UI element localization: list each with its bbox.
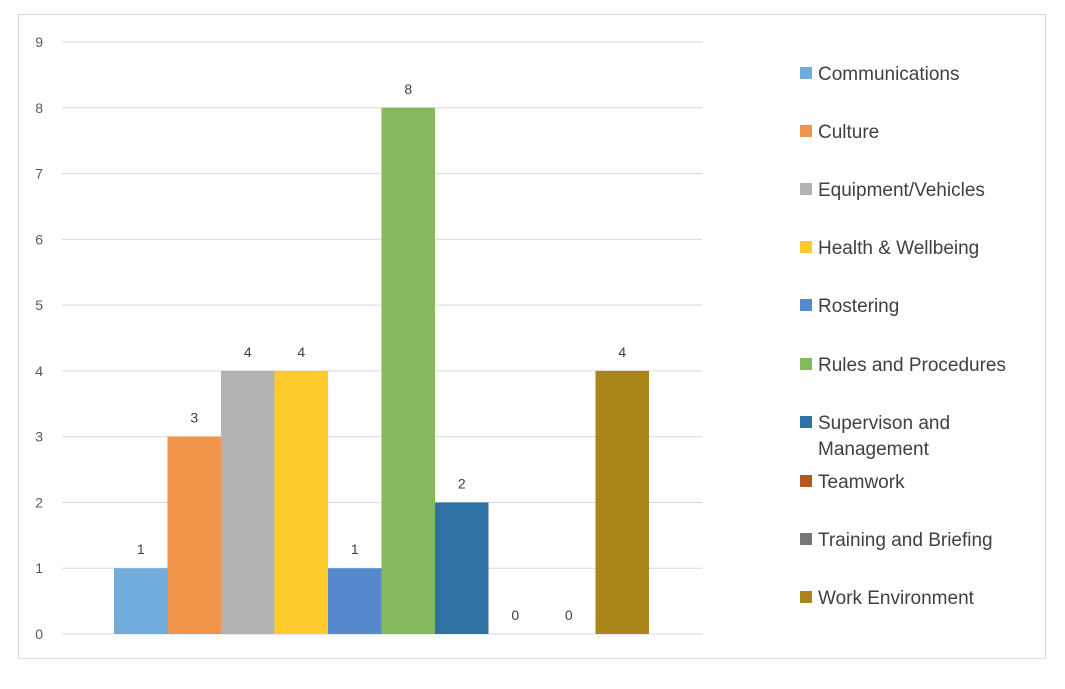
legend-label: Work Environment <box>818 588 974 609</box>
y-tick-label: 0 <box>35 626 43 642</box>
bar <box>435 502 489 634</box>
legend-swatch <box>800 591 812 603</box>
y-tick-label: 3 <box>35 429 43 445</box>
legend-swatch <box>800 125 812 137</box>
bar <box>328 568 382 634</box>
legend-item: Equipment/Vehicles <box>800 178 1040 204</box>
y-axis-ticks: 0 1 2 3 4 5 6 7 8 9 <box>35 34 43 642</box>
legend-item: Work Environment <box>800 586 1040 612</box>
y-tick-label: 9 <box>35 34 43 50</box>
legend-item: Supervison and Management <box>800 411 1040 463</box>
y-tick-label: 2 <box>35 494 43 510</box>
legend-label: Teamwork <box>818 472 905 493</box>
data-label: 4 <box>618 344 626 360</box>
legend-swatch <box>800 299 812 311</box>
bar <box>381 107 435 635</box>
legend-label: Health & Wellbeing <box>818 238 980 259</box>
legend-item: Communications <box>800 62 1040 88</box>
legend-label: Culture <box>818 122 880 143</box>
legend-swatch <box>800 533 812 545</box>
legend-item: Rostering <box>800 294 1040 320</box>
legend-item: Training and Briefing <box>800 528 1040 554</box>
legend-label: Rules and Procedures <box>818 355 1006 376</box>
y-tick-label: 6 <box>35 231 43 247</box>
bars <box>114 107 649 635</box>
data-label: 0 <box>511 607 519 623</box>
bar <box>274 370 328 634</box>
bar <box>221 370 275 634</box>
legend-swatch <box>800 475 812 487</box>
legend-label: Training and Briefing <box>818 530 993 551</box>
y-tick-label: 4 <box>35 363 43 379</box>
legend-swatch <box>800 183 812 195</box>
legend-label: Rostering <box>818 296 900 317</box>
data-label: 0 <box>565 607 573 623</box>
legend-swatch <box>800 358 812 370</box>
y-tick-label: 8 <box>35 100 43 116</box>
data-label: 8 <box>404 81 412 97</box>
y-tick-label: 7 <box>35 166 43 182</box>
legend-swatch <box>800 67 812 79</box>
data-label: 4 <box>244 344 252 360</box>
y-tick-label: 1 <box>35 560 43 576</box>
legend-swatch <box>800 241 812 253</box>
legend-label: Equipment/Vehicles <box>818 180 985 201</box>
data-labels: 1 3 4 4 1 8 2 0 0 4 <box>137 81 627 623</box>
bar <box>167 436 221 634</box>
bar <box>595 370 649 634</box>
data-label: 1 <box>137 541 145 557</box>
data-label: 3 <box>190 410 198 426</box>
data-label: 1 <box>351 541 359 557</box>
legend-item: Teamwork <box>800 470 1040 496</box>
data-label: 2 <box>458 475 466 491</box>
legend-item: Rules and Procedures <box>800 353 1040 379</box>
bar <box>114 568 168 634</box>
legend-item: Health & Wellbeing <box>800 236 1040 262</box>
data-label: 4 <box>297 344 305 360</box>
legend-item: Culture <box>800 120 1040 146</box>
legend-label: Communications <box>818 64 960 85</box>
legend-label: Supervison and Management <box>818 413 951 460</box>
legend-swatch <box>800 416 812 428</box>
y-tick-label: 5 <box>35 297 43 313</box>
